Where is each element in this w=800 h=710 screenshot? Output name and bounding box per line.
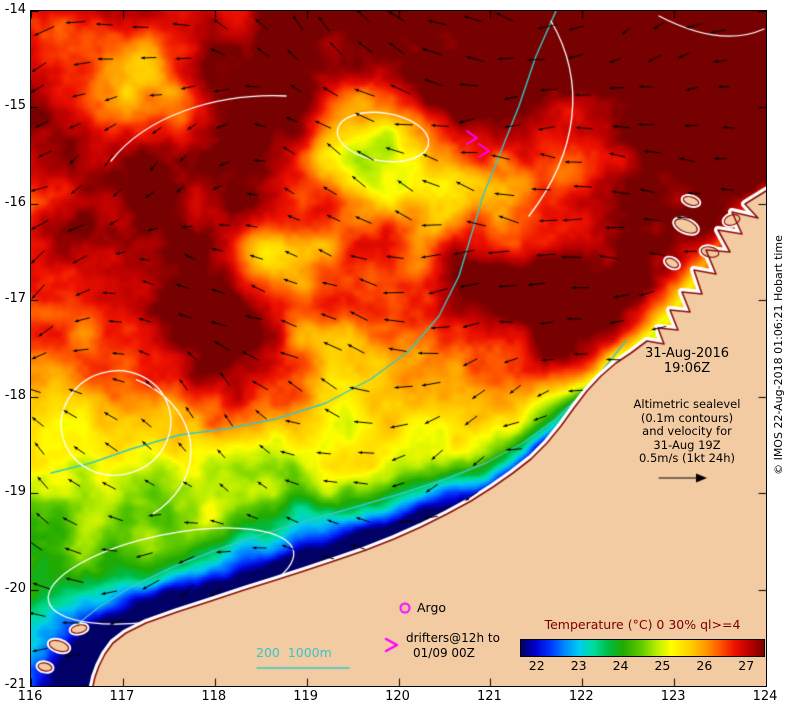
altimetric-annotation: Altimetric sealevel (0.1m contours) and …	[607, 397, 767, 466]
y-tick-label: -18	[4, 387, 26, 403]
colorbar-tick-label: 22	[528, 658, 545, 673]
y-tick-label: -19	[4, 484, 26, 500]
y-tick-label: -20	[4, 580, 26, 596]
altimetric-line: 31-Aug 19Z	[653, 437, 721, 452]
x-tick-label: 123	[660, 689, 686, 704]
drifters-legend-line1: drifters@12h to	[406, 631, 500, 645]
drifters-legend-line2: 01/09 00Z	[413, 646, 475, 660]
altimetric-line: Altimetric sealevel	[633, 397, 741, 411]
x-tick-label: 117	[109, 689, 135, 704]
y-tick-label: -21	[4, 677, 26, 692]
altimetric-line: (0.1m contours)	[640, 410, 734, 425]
x-tick-label: 116	[17, 689, 43, 704]
sst-map-canvas	[30, 10, 767, 687]
colorbar-tick-label: 24	[612, 658, 629, 673]
date-text: 31-Aug-2016	[644, 346, 730, 361]
x-tick-label: 124	[752, 689, 778, 704]
isobath-legend-label: 200 1000m	[256, 645, 332, 660]
x-tick-label: 122	[568, 689, 594, 704]
x-tick-label: 118	[201, 689, 227, 704]
colorbar-title: Temperature (°C) 0 30% ql>=4	[544, 617, 741, 632]
y-tick-label: -17	[4, 291, 26, 307]
argo-legend-label: Argo	[417, 600, 447, 615]
colorbar-tick-label: 26	[696, 658, 713, 673]
altimetric-line: and velocity for	[642, 424, 732, 438]
copyright-text: © IMOS 22-Aug-2018 01:06:21 Hobart time	[772, 235, 785, 475]
altimetric-line: 0.5m/s (1kt 24h)	[638, 451, 736, 465]
colorbar-tick-label: 25	[654, 658, 671, 673]
colorbar-gradient	[520, 639, 765, 657]
x-tick-label: 121	[476, 689, 502, 704]
y-tick-label: -16	[4, 194, 26, 210]
x-tick-label: 119	[293, 689, 319, 704]
x-tick-label: 120	[385, 689, 410, 704]
colorbar-tick-label: 27	[738, 658, 755, 673]
time-text: 19:06Z	[663, 361, 711, 376]
datetime-annotation: 31-Aug-2016 19:06Z	[612, 346, 762, 376]
y-tick-label: -14	[4, 2, 26, 17]
y-tick-label: -15	[4, 98, 26, 114]
colorbar-tick-label: 23	[570, 658, 587, 673]
